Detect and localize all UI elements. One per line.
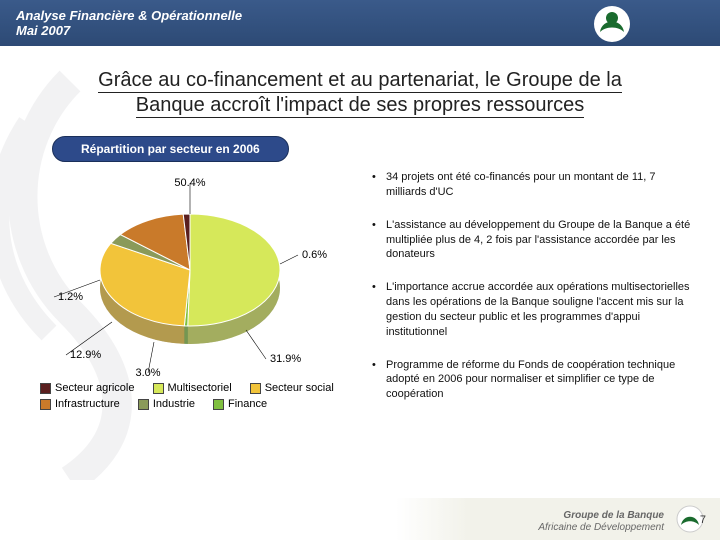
legend-label: Industrie (153, 398, 195, 410)
legend-label: Secteur agricole (55, 382, 135, 394)
header-subtitle: Mai 2007 (16, 23, 242, 38)
pie-slice-label: 0.6% (302, 249, 327, 261)
footer-bar: Groupe de la Banque Africaine de Dévelop… (0, 498, 720, 540)
pie-chart: 50.4% 0.6% 31.9% 3.0% 12.9% 1.2% (40, 170, 340, 380)
bullet-item: •Programme de réforme du Fonds de coopér… (372, 358, 696, 403)
legend-label: Infrastructure (55, 398, 120, 410)
pie-slice-label: 31.9% (270, 353, 301, 365)
slide-title-line2: Banque accroît l'impact de ses propres r… (136, 94, 584, 118)
legend-item: Secteur social (250, 382, 334, 394)
bullet-text: L'importance accrue accordée aux opérati… (386, 280, 696, 339)
legend-label: Finance (228, 398, 267, 410)
bullet-dot: • (372, 218, 386, 263)
bullets-column: •34 projets ont été co-financés pour un … (372, 170, 696, 420)
bullet-item: •L'importance accrue accordée aux opérat… (372, 280, 696, 339)
legend-swatch (138, 399, 149, 410)
bullet-text: L'assistance au développement du Groupe … (386, 218, 696, 263)
header-title: Analyse Financière & Opérationnelle (16, 8, 242, 24)
page-number: 7 (700, 514, 706, 526)
afdb-logo-icon (584, 4, 640, 44)
footer-org: Groupe de la Banque Africaine de Dévelop… (538, 510, 664, 534)
content-row: 50.4% 0.6% 31.9% 3.0% 12.9% 1.2% Secteur agri… (0, 170, 720, 420)
legend-item: Multisectoriel (153, 382, 232, 394)
pie-slice-label: 12.9% (70, 349, 101, 361)
pie-slice-label: 1.2% (58, 291, 83, 303)
pie-slice-label: 50.4% (174, 177, 205, 189)
bullet-dot: • (372, 280, 386, 339)
legend-swatch (213, 399, 224, 410)
legend-item: Secteur agricole (40, 382, 135, 394)
bullet-dot: • (372, 170, 386, 200)
slide-title-line1: Grâce au co-financement et au partenaria… (98, 69, 622, 93)
legend-item: Finance (213, 398, 267, 410)
legend-swatch (153, 383, 164, 394)
legend-item: Infrastructure (40, 398, 120, 410)
chart-legend: Secteur agricole Multisectoriel Secteur so… (40, 382, 340, 410)
legend-swatch (250, 383, 261, 394)
bullet-text: 34 projets ont été co-financés pour un m… (386, 170, 696, 200)
footer-line1: Groupe de la Banque (538, 510, 664, 522)
header-bar: Analyse Financière & Opérationnelle Mai … (0, 0, 720, 46)
chart-column: 50.4% 0.6% 31.9% 3.0% 12.9% 1.2% Secteur agri… (40, 170, 360, 420)
bullet-dot: • (372, 358, 386, 403)
legend-label: Secteur social (265, 382, 334, 394)
bullet-item: •L'assistance au développement du Groupe… (372, 218, 696, 263)
legend-label: Multisectoriel (168, 382, 232, 394)
footer-line2: Africaine de Développement (538, 522, 664, 534)
legend-swatch (40, 383, 51, 394)
slide-title: Grâce au co-financement et au partenaria… (40, 68, 680, 118)
chart-subtitle-pill: Répartition par secteur en 2006 (52, 136, 289, 162)
legend-item: Industrie (138, 398, 195, 410)
legend-swatch (40, 399, 51, 410)
bullet-text: Programme de réforme du Fonds de coopéra… (386, 358, 696, 403)
bullet-item: •34 projets ont été co-financés pour un … (372, 170, 696, 200)
pie-slice-label: 3.0% (135, 367, 160, 379)
